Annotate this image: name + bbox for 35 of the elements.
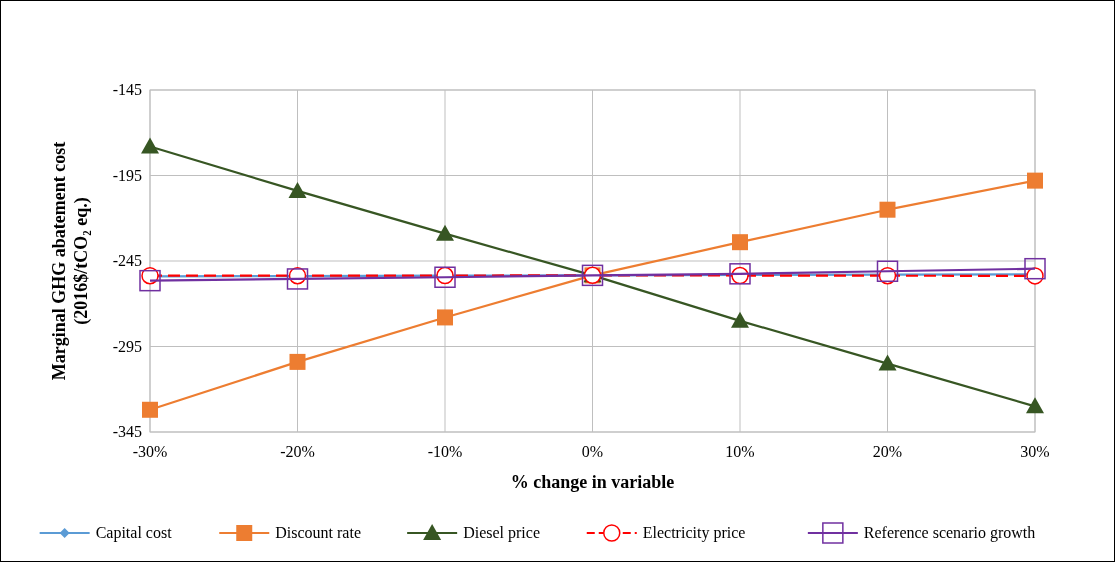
x-tick-label: -10% (427, 443, 463, 460)
point (289, 353, 306, 370)
x-tick-label: 10% (725, 443, 755, 460)
y-axis-title: Marginal GHG abatement cost (2016$/tCO₂ eq.) (49, 141, 92, 381)
x-tick-label: 30% (1020, 443, 1050, 460)
point (1026, 397, 1044, 414)
legend-label: Capital cost (95, 524, 173, 542)
x-tick-label: -30% (132, 443, 168, 460)
x-tick-label: 0% (581, 443, 604, 460)
point (732, 234, 748, 251)
point (139, 269, 161, 292)
x-tick-label: 20% (872, 443, 903, 460)
legend-label: Discount rate (275, 524, 361, 541)
point (142, 401, 158, 418)
x-axis-title: % change in variable (510, 472, 675, 492)
legend-label: Diesel price (463, 524, 541, 542)
legend-label: Electricity price (642, 524, 746, 542)
y-tick-label: -345 (112, 423, 142, 440)
point (878, 354, 897, 371)
point (1024, 257, 1046, 280)
x-tick-label: -20% (280, 443, 315, 460)
point (731, 311, 749, 328)
y-tick-label: -295 (112, 337, 142, 355)
point (436, 224, 454, 241)
y-tick-label: -145 (112, 81, 142, 98)
point (879, 201, 896, 218)
legend-label: Reference scenario growth (863, 524, 1036, 542)
y-tick-label: -245 (112, 252, 142, 269)
y-tick-label: -195 (112, 166, 142, 184)
point (876, 260, 899, 283)
point (286, 268, 309, 290)
point (288, 181, 307, 198)
point (141, 137, 159, 154)
point (1027, 172, 1043, 189)
point (437, 309, 453, 326)
